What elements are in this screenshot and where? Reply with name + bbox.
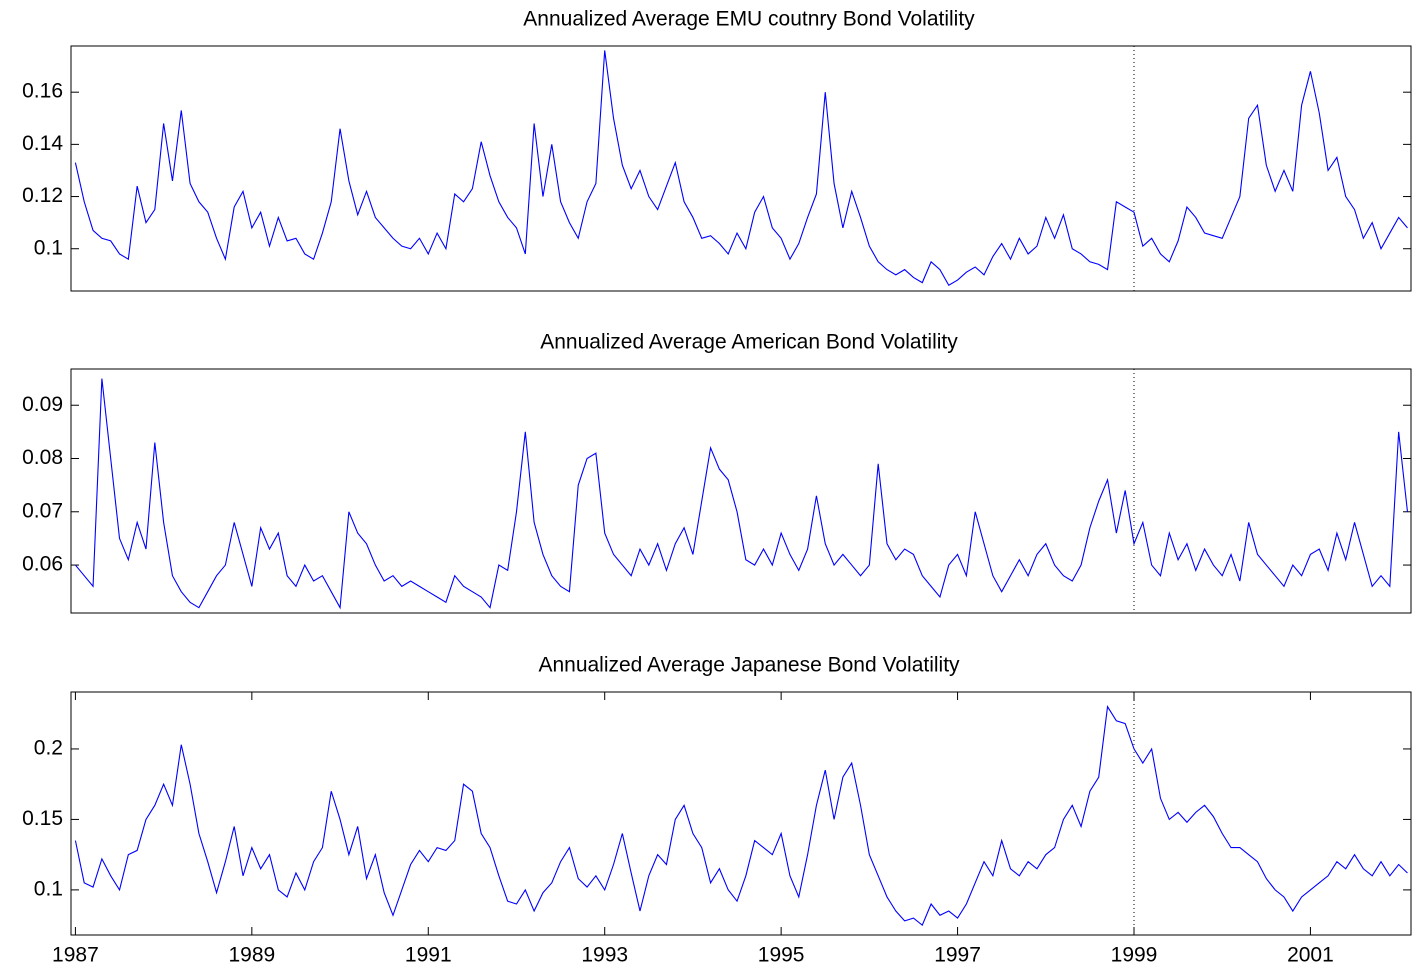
chart-title: Annualized Average Japanese Bond Volatil… [538, 654, 960, 677]
y-tick-label: 0.12 [22, 184, 63, 207]
y-tick-label: 0.16 [22, 80, 63, 103]
x-tick-label: 1997 [934, 944, 981, 967]
x-tick-label: 1993 [581, 944, 628, 967]
plot-frame [70, 691, 1412, 936]
data-line [74, 705, 1408, 927]
x-tick-label: 1995 [758, 944, 805, 967]
plot-frame [70, 368, 1412, 614]
y-tick-label: 0.09 [22, 393, 63, 416]
x-tick-label: 1999 [1111, 944, 1158, 967]
y-tick-label: 0.2 [34, 736, 63, 759]
data-line [74, 378, 1409, 610]
plot-frame [70, 45, 1412, 292]
y-tick-label: 0.14 [22, 132, 63, 155]
y-tick-label: 0.15 [22, 807, 63, 830]
chart-title: Annualized Average EMU coutnry Bond Vola… [523, 8, 975, 31]
x-tick-label: 1987 [52, 944, 99, 967]
x-tick-label: 2001 [1287, 944, 1334, 967]
chart-title: Annualized Average American Bond Volatil… [540, 331, 958, 354]
y-tick-label: 0.08 [22, 446, 63, 469]
x-tick-label: 1989 [228, 944, 275, 967]
data-line [74, 50, 1408, 287]
y-tick-label: 0.1 [34, 236, 63, 259]
y-tick-label: 0.06 [22, 553, 63, 576]
x-tick-label: 1991 [405, 944, 452, 967]
y-tick-label: 0.1 [34, 877, 63, 900]
y-tick-label: 0.07 [22, 499, 63, 522]
